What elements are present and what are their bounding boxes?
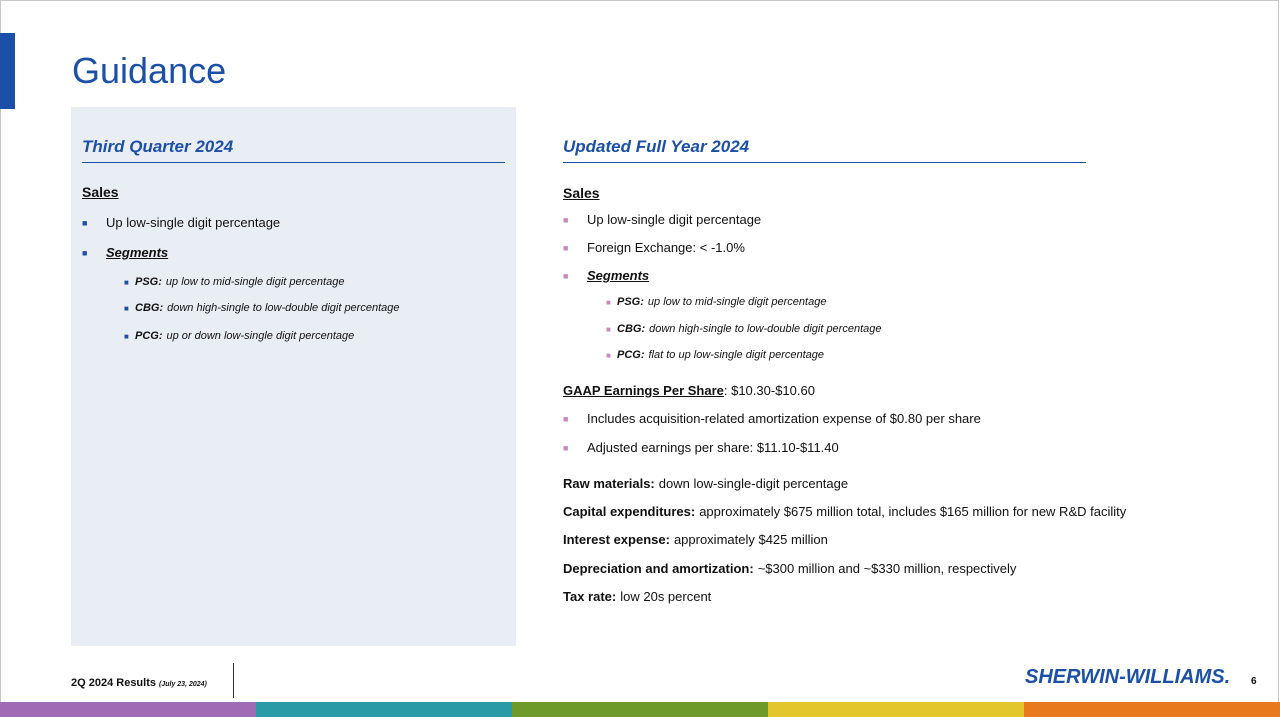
bullet-icon: ■	[563, 413, 569, 424]
capex-line: Capital expenditures: approximately $675 …	[563, 504, 1127, 519]
eps-amortization-item: ■ Includes acquisition-related amortizat…	[563, 411, 981, 426]
left-sales-item: ■ Up low-single digit percentage	[82, 215, 281, 230]
bullet-icon: ■	[563, 242, 569, 253]
right-fx-item: ■ Foreign Exchange: < -1.0%	[563, 240, 745, 255]
bullet-icon: ■	[563, 442, 569, 453]
third-quarter-panel	[71, 107, 516, 646]
slide-title: Guidance	[72, 50, 227, 91]
raw-materials-line: Raw materials: down low-single-digit perc…	[563, 476, 849, 491]
tax-rate-line: Tax rate: low 20s percent	[563, 589, 712, 604]
bullet-icon: ■	[124, 331, 129, 341]
left-segment-psg: ■ PSG: up low to mid-single digit percen…	[124, 276, 345, 288]
footer-stripe-green	[512, 702, 768, 717]
right-segments-label: Segments	[587, 268, 650, 283]
page-number: 6	[1251, 676, 1257, 687]
right-segment-pcg: ■ PCG: flat to up low-single digit perce…	[606, 349, 824, 361]
interest-expense-line: Interest expense: approximately $425 mill…	[563, 532, 828, 547]
left-segment-cbg: ■ CBG: down high-single to low-double di…	[124, 302, 400, 314]
right-sales-label: Sales	[563, 185, 600, 201]
sherwin-williams-logo: SHERWIN-WILLIAMS.	[1025, 666, 1231, 688]
right-segments-item: ■ Segments	[563, 268, 649, 283]
adjusted-eps-item: ■ Adjusted earnings per share: $11.10-$1…	[563, 440, 839, 455]
footer-stripe-purple	[0, 702, 256, 717]
bullet-icon: ■	[606, 297, 611, 307]
bullet-icon: ■	[606, 324, 611, 334]
full-year-heading: Updated Full Year 2024	[563, 137, 1086, 163]
right-sales-item: ■ Up low-single digit percentage	[563, 212, 762, 227]
bullet-icon: ■	[82, 247, 88, 258]
depreciation-line: Depreciation and amortization: ~$300 mill…	[563, 561, 1017, 576]
bullet-icon: ■	[124, 303, 129, 313]
gaap-eps-label: GAAP Earnings Per Share	[563, 383, 724, 398]
left-segment-pcg: ■ PCG: up or down low-single digit perce…	[124, 330, 355, 342]
footer-date: (July 23, 2024)	[159, 681, 207, 688]
bullet-icon: ■	[606, 350, 611, 360]
footer-stripe-orange	[1024, 702, 1280, 717]
third-quarter-heading: Third Quarter 2024	[82, 137, 505, 163]
bullet-icon: ■	[563, 270, 569, 281]
footer-divider	[233, 663, 234, 698]
right-segment-psg: ■ PSG: up low to mid-single digit percen…	[606, 296, 827, 308]
bullet-icon: ■	[82, 217, 88, 228]
title-accent-bar	[0, 33, 15, 109]
left-segments-label: Segments	[106, 245, 169, 260]
gaap-eps-value: : $10.30-$10.60	[723, 383, 815, 398]
footer-results: 2Q 2024 Results (July 23, 2024)	[71, 677, 207, 689]
left-sales-label: Sales	[82, 184, 119, 200]
footer-stripe-yellow	[768, 702, 1024, 717]
bullet-icon: ■	[124, 277, 129, 287]
right-segment-cbg: ■ CBG: down high-single to low-double di…	[606, 323, 882, 335]
gaap-eps-line: GAAP Earnings Per Share: $10.30-$10.60	[563, 383, 815, 398]
bullet-icon: ■	[563, 214, 569, 225]
left-segments-item: ■ Segments	[82, 245, 168, 260]
footer-stripe-teal	[256, 702, 512, 717]
